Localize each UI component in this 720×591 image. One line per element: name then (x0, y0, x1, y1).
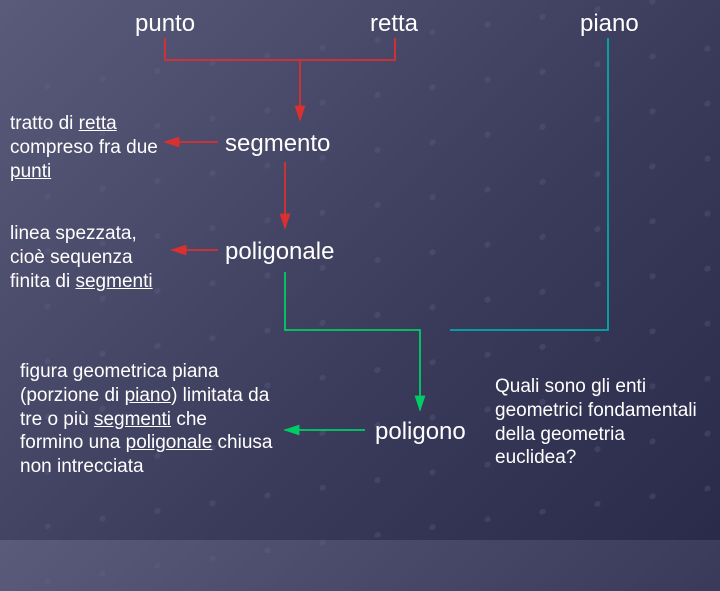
def-poligono: figura geometrica piana (porzione di pia… (20, 360, 275, 479)
question-text: Quali sono gli enti geometrici fondament… (495, 375, 705, 470)
text: compreso fra due (10, 137, 158, 158)
arrow (285, 272, 420, 410)
def-segmento: tratto di retta compreso fra due punti (10, 112, 160, 183)
text-underline: poligonale (126, 432, 213, 453)
text-underline: punti (10, 161, 51, 182)
text: tratto di (10, 113, 79, 134)
text-underline: piano (125, 385, 172, 406)
node-segmento: segmento (225, 130, 330, 158)
text-underline: retta (79, 113, 117, 134)
diagram: punto retta piano segmento poligonale po… (0, 0, 720, 540)
node-piano: piano (580, 10, 639, 38)
def-poligonale: linea spezzata, cioè sequenza finita di … (10, 222, 170, 293)
node-retta: retta (370, 10, 418, 38)
text-underline: segmenti (94, 409, 171, 430)
arrow (165, 38, 395, 60)
node-poligono: poligono (375, 418, 466, 446)
text-underline: segmenti (75, 271, 152, 292)
arrow (450, 38, 608, 330)
node-poligonale: poligonale (225, 238, 334, 266)
node-punto: punto (135, 10, 195, 38)
